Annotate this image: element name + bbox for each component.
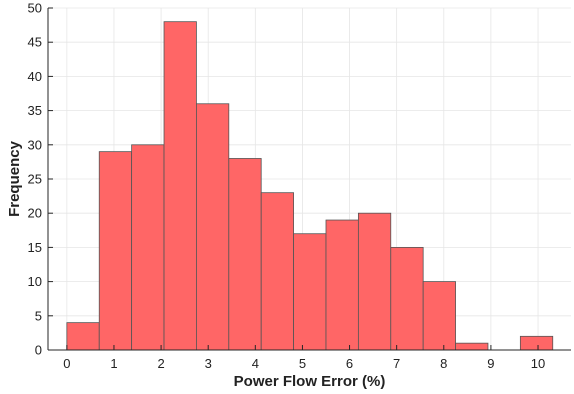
histogram-bar: [196, 103, 230, 351]
histogram-bar: [131, 144, 165, 351]
x-tick-label: 8: [440, 356, 447, 371]
y-tick-label: 35: [28, 103, 42, 118]
histogram-bar: [325, 219, 359, 351]
y-tick-label: 30: [28, 137, 42, 152]
x-axis-title: Power Flow Error (%): [234, 373, 386, 390]
y-tick-label: 50: [28, 1, 42, 16]
histogram-bar: [163, 21, 197, 351]
axes: [47, 7, 571, 351]
y-tick-label: 25: [28, 172, 42, 187]
histogram-bars: [66, 21, 554, 351]
x-tick-label: 9: [487, 356, 494, 371]
y-tick-label: 45: [28, 35, 42, 50]
x-tick-label: 1: [110, 356, 117, 371]
y-tick-label: 15: [28, 240, 42, 255]
histogram-bar: [260, 192, 294, 351]
y-tick-label: 10: [28, 274, 42, 289]
histogram-bar: [357, 212, 392, 351]
y-tick-label: 0: [35, 343, 42, 358]
y-tick-label: 5: [35, 308, 42, 323]
x-tick-label: 2: [157, 356, 164, 371]
y-tick-label: 20: [28, 206, 42, 221]
histogram-bar: [228, 158, 262, 351]
histogram-bar: [390, 246, 424, 351]
x-tick-label: 0: [63, 356, 70, 371]
y-axis-title: Frequency: [6, 140, 23, 217]
histogram-bar: [455, 342, 489, 351]
histogram-bar: [519, 335, 554, 351]
x-tick-label: 7: [393, 356, 400, 371]
histogram-bar: [422, 281, 456, 351]
y-tick-label: 40: [28, 69, 42, 84]
x-tick-label: 6: [346, 356, 353, 371]
histogram-bar: [66, 322, 100, 351]
x-tick-label: 4: [252, 356, 259, 371]
x-tick-label: 3: [205, 356, 212, 371]
x-tick-label: 5: [299, 356, 306, 371]
x-tick-label: 10: [531, 356, 545, 371]
histogram-bar: [98, 151, 133, 351]
histogram-bar: [293, 233, 327, 351]
